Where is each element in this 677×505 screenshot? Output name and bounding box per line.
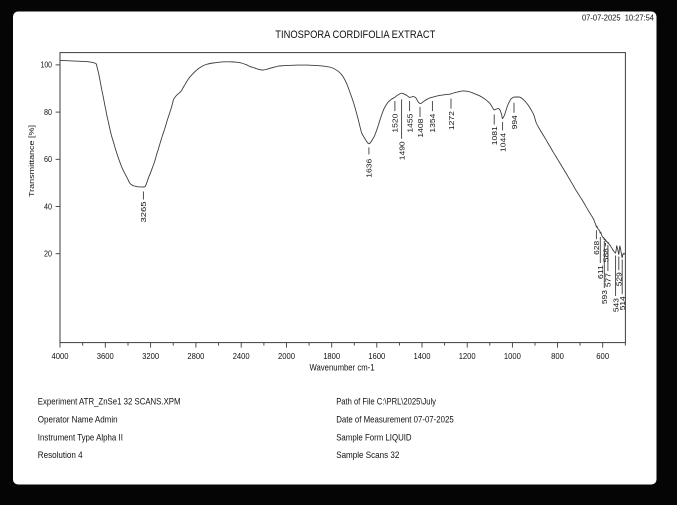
svg-text:2800: 2800 <box>187 352 205 361</box>
svg-text:Path of File C:\PRL\2025\July: Path of File C:\PRL\2025\July <box>336 396 436 406</box>
svg-text:1081: 1081 <box>490 126 499 145</box>
svg-text:100: 100 <box>41 61 53 70</box>
svg-text:2000: 2000 <box>278 352 296 361</box>
svg-text:Date of Measurement 07-07-2025: Date of Measurement 07-07-2025 <box>336 414 454 424</box>
svg-text:3265: 3265 <box>139 202 148 223</box>
svg-text:Instrument Type Alpha II: Instrument Type Alpha II <box>38 433 123 443</box>
svg-text:Resolution 4: Resolution 4 <box>38 450 83 460</box>
svg-text:529: 529 <box>615 272 624 286</box>
svg-text:1490: 1490 <box>397 141 406 160</box>
svg-text:1800: 1800 <box>323 352 341 361</box>
svg-text:593: 593 <box>600 290 609 304</box>
svg-text:Experiment ATR_ZnSe1 32 SCANS.: Experiment ATR_ZnSe1 32 SCANS.XPM <box>38 396 181 406</box>
svg-text:588: 588 <box>601 248 610 262</box>
svg-text:1455: 1455 <box>405 114 414 133</box>
svg-text:514: 514 <box>618 296 627 310</box>
svg-text:3200: 3200 <box>142 352 160 361</box>
svg-text:Wavenumber cm-1: Wavenumber cm-1 <box>310 363 375 373</box>
svg-text:4000: 4000 <box>52 352 70 361</box>
svg-text:1408: 1408 <box>416 119 425 138</box>
svg-text:628: 628 <box>592 241 601 255</box>
svg-text:1272: 1272 <box>447 111 456 130</box>
svg-text:611: 611 <box>596 265 605 279</box>
svg-text:TINOSPORA CORDIFOLIA EXTRACT: TINOSPORA CORDIFOLIA EXTRACT <box>275 29 435 41</box>
svg-text:2400: 2400 <box>233 352 251 361</box>
svg-text:Sample Scans 32: Sample Scans 32 <box>336 450 399 460</box>
svg-text:80: 80 <box>44 108 53 117</box>
svg-text:994: 994 <box>510 115 519 129</box>
svg-text:1000: 1000 <box>504 352 522 361</box>
svg-text:577: 577 <box>604 273 613 287</box>
svg-text:Operator Name Admin: Operator Name Admin <box>38 414 118 424</box>
svg-text:600: 600 <box>596 352 609 361</box>
svg-text:Transmittance [%]: Transmittance [%] <box>27 125 36 197</box>
svg-text:1200: 1200 <box>459 352 477 361</box>
svg-text:1600: 1600 <box>368 352 386 361</box>
svg-text:1520: 1520 <box>391 114 400 133</box>
svg-text:07-07-2025 10:27:54: 07-07-2025 10:27:54 <box>582 13 654 23</box>
svg-text:1354: 1354 <box>428 114 437 133</box>
svg-text:800: 800 <box>551 352 564 361</box>
svg-text:20: 20 <box>44 250 53 259</box>
svg-text:543: 543 <box>611 298 620 312</box>
svg-text:3600: 3600 <box>97 352 115 361</box>
svg-text:40: 40 <box>44 202 53 211</box>
svg-text:1044: 1044 <box>498 133 507 152</box>
svg-text:60: 60 <box>44 155 53 164</box>
svg-text:1636: 1636 <box>365 159 374 178</box>
svg-text:Sample Form LIQUID: Sample Form LIQUID <box>336 433 412 443</box>
svg-text:1400: 1400 <box>414 352 432 361</box>
